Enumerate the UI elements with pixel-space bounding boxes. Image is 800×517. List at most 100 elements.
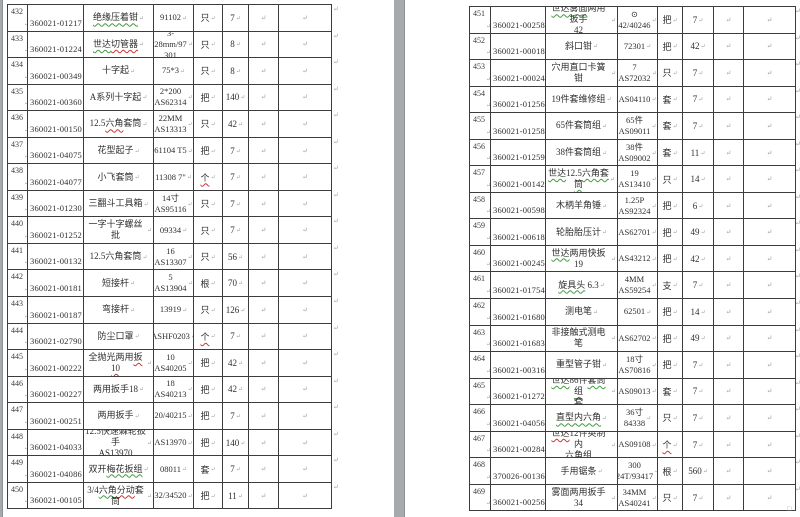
cell-empty[interactable]: ↵ — [249, 84, 279, 112]
cell-row-number[interactable]: 433↵ — [8, 31, 28, 59]
cell-item-name[interactable]: 短接杆 ↵ — [84, 270, 154, 298]
cell-row-number[interactable]: 449↵ — [8, 456, 28, 483]
cell-quantity[interactable]: 7 ↵ — [683, 484, 714, 512]
cell-empty[interactable]: ↵ — [279, 270, 332, 298]
cell-spec-model[interactable]: 75*3 ↵ — [154, 58, 194, 85]
cell-quantity[interactable]: 7 ↵ — [683, 60, 714, 87]
cell-spec-model[interactable]: 19 AS13410 ↵ — [618, 166, 658, 193]
cell-empty[interactable]: ↵ — [249, 31, 279, 59]
cell-unit[interactable]: 把 ↵ — [658, 192, 683, 220]
cell-item-code[interactable]: 360021-00142↵ — [491, 166, 546, 193]
cell-quantity[interactable]: 6 ↵ — [683, 192, 714, 220]
cell-item-name[interactable]: 穴用直口卡簧钳 ↵ — [546, 60, 618, 87]
cell-item-code[interactable]: 360021-00349↵ — [28, 58, 84, 85]
cell-empty[interactable]: ↵ — [279, 429, 332, 457]
cell-empty[interactable]: ↵ — [714, 431, 744, 459]
cell-item-name[interactable]: 测电笔 ↵ — [546, 299, 618, 326]
cell-item-code[interactable]: 360021-04033↵ — [28, 429, 84, 457]
cell-item-code[interactable]: 360021-01258↵ — [491, 113, 546, 140]
cell-row-number[interactable]: 438↵ — [8, 164, 28, 191]
cell-quantity[interactable]: 140 ↵ — [223, 84, 249, 112]
cell-row-number[interactable]: 464 ↵ — [470, 352, 491, 379]
cell-empty[interactable]: ↵ — [279, 190, 332, 218]
cell-item-code[interactable]: 360021-00245↵ — [491, 245, 546, 273]
cell-item-code[interactable]: 360021-01680↵ — [491, 299, 546, 326]
cell-spec-model[interactable]: 65件 AS09011 ↵ — [618, 113, 658, 140]
cell-item-name[interactable]: 木柄羊角锤 ↵ — [546, 192, 618, 220]
cell-item-name[interactable]: 38件套筒组 ↵ — [546, 139, 618, 167]
cell-item-name[interactable]: A系列十字起 ↵ — [84, 84, 154, 112]
cell-item-name[interactable]: 双开梅花扳组 ↵ — [84, 456, 154, 483]
cell-row-number[interactable]: 451 ↵ — [470, 7, 491, 34]
cell-row-number[interactable]: 440↵ — [8, 217, 28, 244]
cell-unit[interactable]: 把 ↵ — [194, 350, 223, 377]
cell-empty[interactable]: ↵ — [744, 272, 796, 300]
cell-quantity[interactable]: 11 ↵ — [223, 482, 249, 510]
cell-empty[interactable]: ↵ — [744, 325, 796, 353]
cell-empty[interactable]: ↵ — [714, 86, 744, 114]
cell-empty[interactable]: ↵ — [279, 376, 332, 404]
cell-empty[interactable]: ↵ — [279, 482, 332, 510]
cell-quantity[interactable]: 42 ↵ — [223, 376, 249, 404]
cell-empty[interactable]: ↵ — [744, 352, 796, 379]
cell-spec-model[interactable]: 20/40215 ↵ — [154, 403, 194, 430]
cell-spec-model[interactable]: AS43212 ↵ — [618, 245, 658, 273]
cell-empty[interactable]: ↵ — [279, 58, 332, 85]
cell-empty[interactable]: ↵ — [744, 60, 796, 87]
cell-item-name[interactable]: 世达切管器 ↵ — [84, 31, 154, 59]
cell-empty[interactable]: ↵ — [279, 111, 332, 138]
cell-quantity[interactable]: 7 ↵ — [223, 5, 249, 32]
cell-empty[interactable]: ↵ — [714, 299, 744, 326]
cell-unit[interactable]: 套 ↵ — [658, 86, 683, 114]
cell-unit[interactable]: 根 ↵ — [194, 270, 223, 298]
cell-row-number[interactable]: 469 ↵ — [470, 484, 491, 512]
cell-unit[interactable]: 根 ↵ — [658, 458, 683, 485]
cell-unit[interactable]: 把 ↵ — [194, 376, 223, 404]
cell-empty[interactable]: ↵ — [744, 86, 796, 114]
cell-spec-model[interactable]: 10 AS40205 ↵ — [154, 350, 194, 377]
cell-unit[interactable]: 把 ↵ — [194, 137, 223, 165]
cell-empty[interactable]: ↵ — [249, 243, 279, 271]
cell-item-code[interactable]: 360021-01224↵ — [28, 31, 84, 59]
cell-empty[interactable]: ↵ — [714, 405, 744, 432]
cell-item-code[interactable]: 360021-01259↵ — [491, 139, 546, 167]
cell-quantity[interactable]: 7 ↵ — [683, 7, 714, 34]
cell-quantity[interactable]: 7 ↵ — [223, 164, 249, 191]
cell-empty[interactable]: ↵ — [249, 111, 279, 138]
cell-item-code[interactable]: 360021-00316↵ — [491, 352, 546, 379]
cell-spec-model[interactable]: 22MM AS13313 ↵ — [154, 111, 194, 138]
cell-row-number[interactable]: 453 ↵ — [470, 60, 491, 87]
cell-quantity[interactable]: 140 ↵ — [223, 429, 249, 457]
cell-empty[interactable]: ↵ — [714, 272, 744, 300]
cell-item-name[interactable]: 世达12件英制内 六角组 ↵ — [546, 431, 618, 459]
cell-empty[interactable]: ↵ — [744, 431, 796, 459]
cell-spec-model[interactable]: 36寸 84338 ↵ — [618, 405, 658, 432]
cell-item-code[interactable]: 360021-02790↵ — [28, 323, 84, 351]
cell-quantity[interactable]: 42 ↵ — [683, 245, 714, 273]
cell-quantity[interactable]: 14 ↵ — [683, 299, 714, 326]
cell-item-code[interactable]: 360021-00618↵ — [491, 219, 546, 246]
cell-empty[interactable]: ↵ — [744, 7, 796, 34]
cell-item-name[interactable]: 十字起 ↵ — [84, 58, 154, 85]
cell-unit[interactable]: 套 ↵ — [658, 113, 683, 140]
cell-unit[interactable]: 只 ↵ — [194, 58, 223, 85]
cell-row-number[interactable]: 445↵ — [8, 350, 28, 377]
cell-empty[interactable]: ↵ — [279, 243, 332, 271]
cell-item-name[interactable]: 世达12.5六角套 筒 ↵ — [546, 166, 618, 193]
cell-spec-model[interactable]: 62501 ↵ — [618, 299, 658, 326]
cell-quantity[interactable]: 42 ↵ — [223, 111, 249, 138]
cell-item-name[interactable]: 12.5六角套筒 ↵ — [84, 243, 154, 271]
cell-row-number[interactable]: 441↵ — [8, 243, 28, 271]
cell-spec-model[interactable]: 5 AS13904 ↵ — [154, 270, 194, 298]
cell-row-number[interactable]: 446↵ — [8, 376, 28, 404]
cell-unit[interactable]: 把 ↵ — [194, 429, 223, 457]
cell-quantity[interactable]: 49 ↵ — [683, 219, 714, 246]
cell-unit[interactable]: 只 ↵ — [194, 31, 223, 59]
cell-quantity[interactable]: 7 ↵ — [683, 378, 714, 406]
cell-item-name[interactable]: 两用扳手 ↵ — [84, 403, 154, 430]
cell-spec-model[interactable]: 2*200 AS62314 ↵ — [154, 84, 194, 112]
cell-spec-model[interactable]: 1.25P AS92324 ↵ — [618, 192, 658, 220]
cell-spec-model[interactable]: 38件 AS09002 ↵ — [618, 139, 658, 167]
cell-quantity[interactable]: 7 ↵ — [223, 137, 249, 165]
cell-item-name[interactable]: 65件套筒组 ↵ — [546, 113, 618, 140]
